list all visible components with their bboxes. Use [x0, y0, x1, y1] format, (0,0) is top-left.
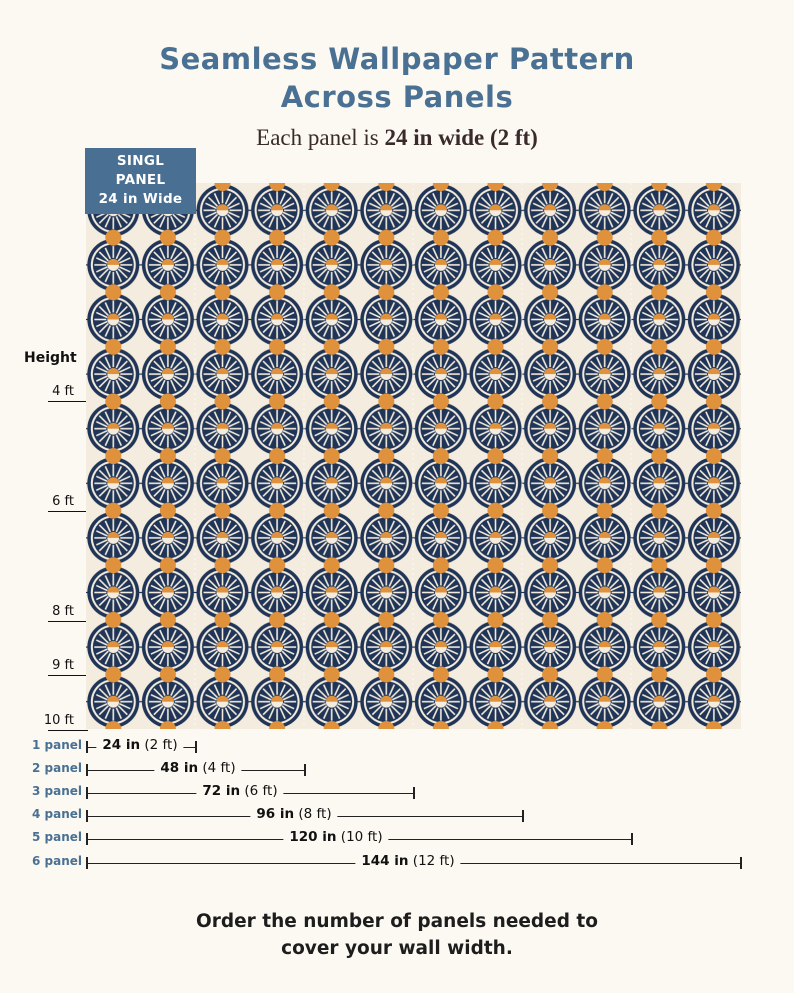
panel-row-label: 5 panel: [32, 830, 83, 844]
single-panel-tag-line-2: PANEL: [115, 172, 166, 188]
panel-row-inches: 24 in: [102, 737, 141, 753]
panel-row-end-tick: [413, 787, 415, 799]
height-mark-6ft: 6 ft: [48, 490, 88, 512]
height-mark-4ft: 4 ft: [48, 380, 88, 402]
panel-row-5: 5 panel 120 in (10 ft): [0, 829, 794, 850]
panel-row-label: 6 panel: [32, 854, 83, 868]
panel-row-inches: 96 in: [256, 806, 295, 822]
panel-row-6: 6 panel 144 in (12 ft): [0, 853, 794, 874]
height-mark-label: 9 ft: [52, 658, 74, 673]
panel-row-value: 72 in (6 ft): [196, 783, 284, 799]
height-mark-label: 4 ft: [52, 384, 74, 399]
panel-row-end-tick: [522, 810, 524, 822]
panel-row-feet: (2 ft): [144, 737, 178, 753]
panel-row-label: 4 panel: [32, 807, 83, 821]
panel-row-feet: (4 ft): [202, 760, 236, 776]
wallpaper-pattern-preview: [86, 183, 741, 729]
subtitle-prefix: Each panel is: [256, 125, 379, 150]
panel-row-value: 96 in (8 ft): [250, 806, 338, 822]
panel-row-feet: (10 ft): [340, 829, 383, 845]
panel-row-3: 3 panel 72 in (6 ft): [0, 783, 794, 804]
panel-row-value: 48 in (4 ft): [154, 760, 242, 776]
panel-row-feet: (6 ft): [244, 783, 278, 799]
panel-row-4: 4 panel 96 in (8 ft): [0, 806, 794, 827]
panel-row-feet: (12 ft): [412, 853, 455, 869]
panel-row-value: 144 in (12 ft): [355, 853, 461, 869]
title-line-2: Across Panels: [280, 80, 514, 114]
panel-row-value: 24 in (2 ft): [96, 737, 184, 753]
height-mark-line: [48, 620, 88, 622]
order-instruction-line-1: Order the number of panels needed to: [196, 911, 598, 932]
height-mark-line: [48, 400, 88, 402]
height-axis-label: Height: [24, 350, 77, 366]
panel-row-label: 1 panel: [32, 738, 83, 752]
panel-width-subtitle: Each panel is 24 in wide (2 ft): [0, 125, 794, 151]
height-mark-label: 8 ft: [52, 604, 74, 619]
panel-row-inches: 144 in: [361, 853, 409, 869]
height-mark-9ft: 9 ft: [48, 654, 88, 676]
panel-row-end-tick: [631, 833, 633, 845]
height-mark-label: 6 ft: [52, 494, 74, 509]
order-instruction: Order the number of panels needed to cov…: [0, 908, 794, 962]
panel-row-label: 3 panel: [32, 784, 83, 798]
panel-row-inches: 48 in: [160, 760, 199, 776]
height-mark-label: 10 ft: [43, 713, 74, 728]
height-mark-line: [48, 729, 88, 731]
panel-row-end-tick: [304, 764, 306, 776]
panel-row-inches: 120 in: [289, 829, 337, 845]
height-mark-10ft: 10 ft: [44, 709, 88, 731]
subtitle-bold: 24 in wide (2 ft): [384, 125, 538, 150]
panel-row-inches: 72 in: [202, 783, 241, 799]
order-instruction-line-2: cover your wall width.: [281, 938, 513, 959]
title-line-1: Seamless Wallpaper Pattern: [159, 42, 635, 76]
height-mark-line: [48, 510, 88, 512]
panel-row-value: 120 in (10 ft): [283, 829, 389, 845]
single-panel-tag-line-1: SINGL: [116, 153, 165, 169]
panel-row-end-tick: [740, 857, 742, 869]
panel-row-label: 2 panel: [32, 761, 83, 775]
wallpaper-pattern-svg: [86, 183, 741, 729]
single-panel-tag-line-3: 24 in Wide: [98, 191, 183, 207]
panel-row-1: 1 panel 24 in (2 ft): [0, 737, 794, 758]
single-panel-tag: SINGL PANEL 24 in Wide: [85, 148, 196, 214]
page-title: Seamless Wallpaper Pattern Across Panels: [0, 40, 794, 116]
panel-row-feet: (8 ft): [298, 806, 332, 822]
panel-row-end-tick: [195, 741, 197, 753]
height-mark-line: [48, 674, 88, 676]
panel-row-2: 2 panel 48 in (4 ft): [0, 760, 794, 781]
height-mark-8ft: 8 ft: [48, 600, 88, 622]
